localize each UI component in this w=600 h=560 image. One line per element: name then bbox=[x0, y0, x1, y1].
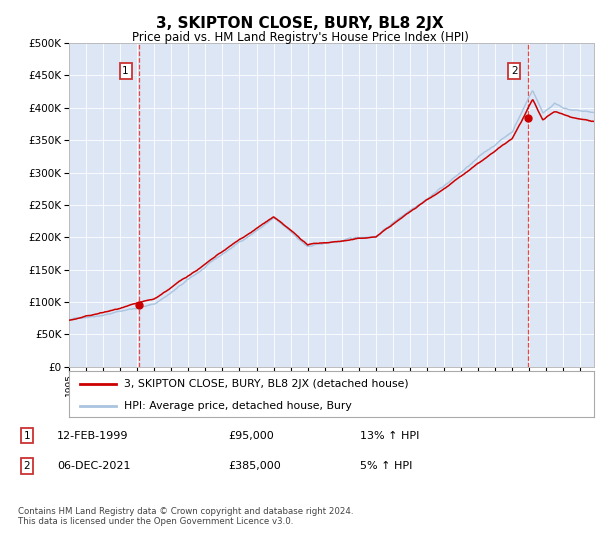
Text: Contains HM Land Registry data © Crown copyright and database right 2024.
This d: Contains HM Land Registry data © Crown c… bbox=[18, 507, 353, 526]
Text: 3, SKIPTON CLOSE, BURY, BL8 2JX (detached house): 3, SKIPTON CLOSE, BURY, BL8 2JX (detache… bbox=[124, 379, 409, 389]
Text: 3, SKIPTON CLOSE, BURY, BL8 2JX: 3, SKIPTON CLOSE, BURY, BL8 2JX bbox=[156, 16, 444, 31]
Text: Price paid vs. HM Land Registry's House Price Index (HPI): Price paid vs. HM Land Registry's House … bbox=[131, 31, 469, 44]
Text: £385,000: £385,000 bbox=[228, 461, 281, 471]
Text: 06-DEC-2021: 06-DEC-2021 bbox=[57, 461, 131, 471]
Text: HPI: Average price, detached house, Bury: HPI: Average price, detached house, Bury bbox=[124, 401, 352, 410]
Text: 2: 2 bbox=[23, 461, 31, 471]
Text: 1: 1 bbox=[23, 431, 31, 441]
Text: £95,000: £95,000 bbox=[228, 431, 274, 441]
Text: 12-FEB-1999: 12-FEB-1999 bbox=[57, 431, 128, 441]
Text: 2: 2 bbox=[511, 66, 518, 76]
Text: 5% ↑ HPI: 5% ↑ HPI bbox=[360, 461, 412, 471]
Text: 13% ↑ HPI: 13% ↑ HPI bbox=[360, 431, 419, 441]
Text: 1: 1 bbox=[122, 66, 129, 76]
